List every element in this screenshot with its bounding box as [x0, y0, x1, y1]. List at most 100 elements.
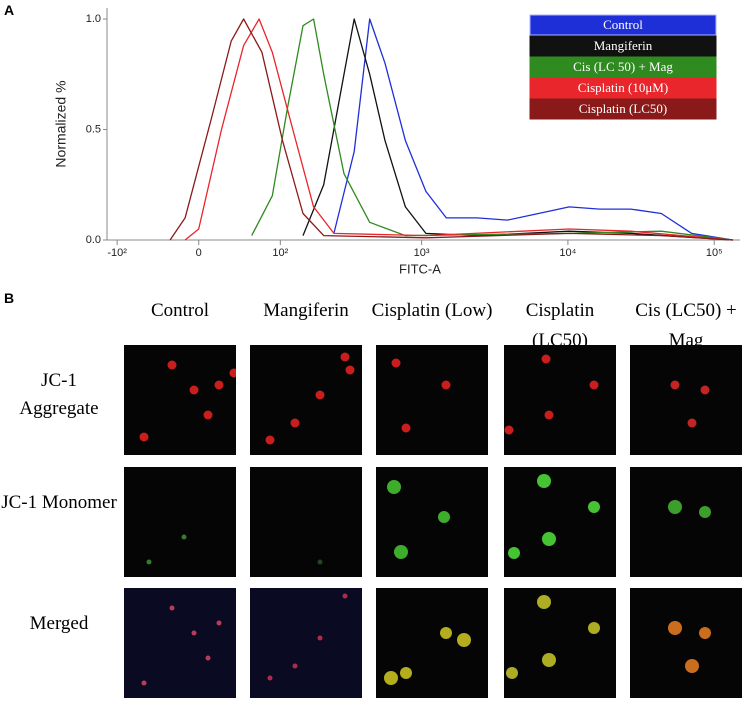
micrograph-background	[250, 588, 362, 698]
chart: Normalized % FITC-A 0.0 0.5 1.0 -10² 0 10² 10³…	[53, 8, 740, 276]
cell	[699, 627, 711, 639]
row-label: Merged	[29, 613, 89, 634]
legend-swatch	[529, 77, 717, 99]
cell	[541, 354, 551, 364]
micrograph-background	[504, 467, 616, 577]
x-tick-label: 10³	[414, 247, 430, 259]
micrograph	[124, 345, 236, 455]
cell	[394, 545, 408, 559]
cell	[670, 380, 680, 390]
row-label: JC-1 Aggregate	[19, 370, 99, 419]
cell	[457, 633, 471, 647]
micrograph-background	[630, 588, 742, 698]
cell	[441, 380, 451, 390]
cell	[400, 667, 412, 679]
cell	[699, 506, 711, 518]
cell	[588, 622, 600, 634]
panel-label: A	[4, 2, 15, 18]
cell	[440, 627, 452, 639]
micrograph	[376, 345, 488, 455]
x-tick-label: -10²	[107, 247, 127, 259]
cell	[668, 621, 682, 635]
column-label: Control	[150, 300, 210, 321]
y-tick-label: 0.0	[86, 234, 101, 246]
cell	[169, 605, 175, 611]
cell	[315, 390, 325, 400]
cell	[265, 435, 275, 445]
series-line	[302, 18, 733, 241]
micrograph-background	[630, 467, 742, 577]
legend-swatch	[529, 35, 717, 57]
cell	[537, 474, 551, 488]
panel-label: B	[4, 290, 15, 306]
micrograph-background	[504, 345, 616, 455]
cell	[141, 680, 147, 686]
legend-swatch	[529, 14, 717, 36]
cell	[340, 352, 350, 362]
micrograph-background	[630, 345, 742, 455]
cell	[290, 418, 300, 428]
series-line	[333, 18, 733, 241]
legend-swatch	[529, 56, 717, 78]
micrograph-background	[504, 588, 616, 698]
cell	[191, 630, 197, 636]
cell	[537, 595, 551, 609]
row-label: JC-1 Monomer	[1, 492, 117, 513]
micrograph	[630, 345, 742, 455]
cell	[345, 365, 355, 375]
cell	[229, 368, 236, 378]
legend-label: Mangiferin	[594, 38, 653, 53]
x-tick-label: 10⁵	[706, 247, 723, 259]
cell	[189, 385, 199, 395]
micrograph	[124, 467, 236, 577]
cell	[508, 547, 520, 559]
legend-swatch	[529, 98, 717, 120]
micrograph-background	[250, 467, 362, 577]
cell	[544, 410, 554, 420]
x-tick-label: 0	[196, 247, 202, 259]
cell	[668, 500, 682, 514]
legend-label: Cisplatin (LC50)	[579, 101, 667, 116]
y-axis-label: Normalized %	[53, 80, 69, 167]
cell	[391, 358, 401, 368]
cell	[589, 380, 599, 390]
series-line	[184, 18, 733, 241]
cell	[401, 423, 411, 433]
cell	[205, 655, 211, 661]
cell	[384, 671, 398, 685]
cell	[181, 534, 187, 540]
x-axis-label: FITC-A	[399, 261, 441, 276]
cell	[588, 501, 600, 513]
cell	[203, 410, 213, 420]
micrograph	[504, 467, 616, 577]
cell	[342, 593, 348, 599]
cell	[700, 385, 710, 395]
column-label: Cisplatin (Low)	[371, 300, 493, 321]
y-tick-label: 1.0	[86, 13, 101, 25]
cell	[438, 511, 450, 523]
cell	[506, 667, 518, 679]
cell	[292, 663, 298, 669]
micrograph	[504, 588, 616, 698]
micrograph	[630, 588, 742, 698]
cell	[685, 659, 699, 673]
micrograph	[250, 588, 362, 698]
column-label: Mangiferin	[263, 300, 349, 321]
micrograph-background	[124, 467, 236, 577]
y-tick-label: 0.5	[86, 123, 101, 135]
micrograph-background	[124, 588, 236, 698]
cell	[317, 635, 323, 641]
cell	[146, 559, 152, 565]
micrograph	[376, 588, 488, 698]
micrograph	[376, 467, 488, 577]
legend-label: Control	[603, 17, 643, 32]
cell	[167, 360, 177, 370]
cell	[214, 380, 224, 390]
micrograph	[250, 345, 362, 455]
cell	[317, 559, 323, 565]
series-line	[169, 18, 733, 241]
series-line	[251, 18, 733, 241]
legend-label: Cis (LC 50) + Mag	[573, 59, 673, 74]
micrograph	[630, 467, 742, 577]
